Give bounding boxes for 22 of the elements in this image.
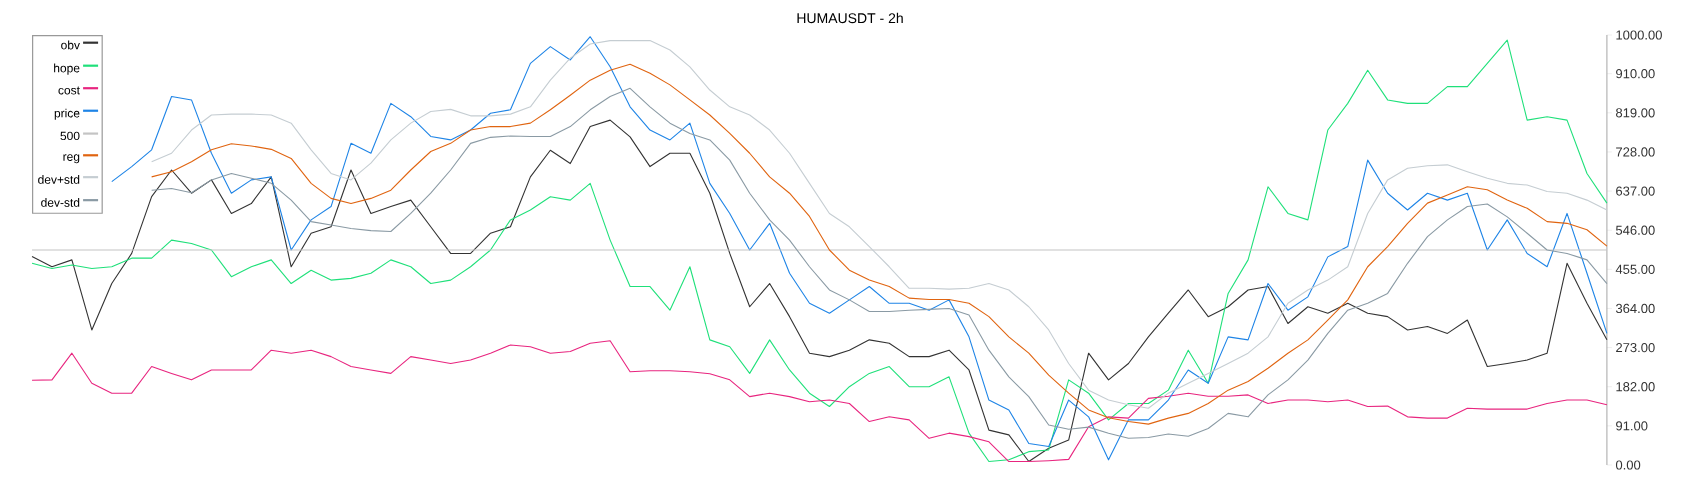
line-series: [31, 119, 1608, 463]
legend-label: dev+std: [38, 175, 80, 184]
legend-label: dev-std: [41, 198, 80, 207]
chart-title: HUMAUSDT - 2h: [797, 12, 903, 24]
y-tick-label: 1000.00: [1616, 30, 1662, 40]
legend-label: hope: [54, 63, 80, 75]
y-tick-label: 455.00: [1615, 264, 1655, 274]
legend-label: obv: [61, 40, 80, 50]
legend-label: 500: [60, 131, 80, 141]
legend-label: reg: [63, 154, 80, 164]
y-tick-label: 273.00: [1616, 342, 1655, 353]
y-tick-label: 546.00: [1615, 225, 1655, 235]
y-tick-label: 0.00: [1615, 460, 1641, 470]
legend-label: price: [54, 108, 80, 120]
y-tick-label: 637.00: [1616, 186, 1655, 196]
y-tick-label: 182.00: [1616, 382, 1655, 392]
y-tick-label: 364.00: [1615, 303, 1655, 314]
y-tick-label: 910.00: [1616, 69, 1655, 79]
y-tick-label: 91.00: [1616, 421, 1648, 431]
y-tick-label: 819.00: [1616, 108, 1655, 118]
legend-label: cost: [58, 86, 80, 95]
y-tick-label: 728.00: [1616, 147, 1655, 157]
